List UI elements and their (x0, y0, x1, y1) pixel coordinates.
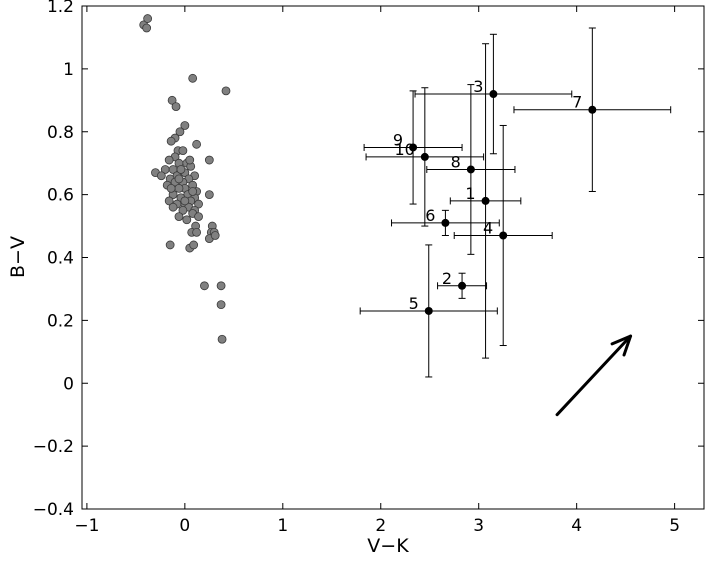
background-star-point (180, 121, 190, 130)
background-star-point (192, 227, 202, 237)
background-star-point (176, 165, 186, 174)
labeled-star-point (588, 105, 597, 114)
y-tick-label: 0.8 (47, 123, 74, 143)
y-tick-label: 0 (63, 374, 74, 394)
star-number-label: 10 (394, 140, 414, 159)
background-star-point (178, 205, 188, 215)
background-star-point (164, 155, 174, 165)
labeled-star-point (424, 306, 433, 315)
background-star-point (174, 183, 184, 193)
labeled-star-point (466, 165, 475, 174)
star-number-label: 8 (451, 152, 461, 171)
background-star-point (200, 281, 209, 291)
background-star-point (221, 86, 231, 96)
background-stars (139, 14, 231, 344)
star-number-label: 2 (442, 269, 452, 288)
background-star-point (168, 202, 178, 212)
x-tick-label: 0 (179, 516, 190, 536)
star-number-label: 9 (393, 130, 403, 149)
arrow-head (610, 334, 633, 357)
y-tick-label: −0.2 (33, 437, 74, 457)
background-star-point (178, 146, 188, 156)
background-star-point (188, 187, 198, 196)
background-star-point (171, 102, 181, 111)
background-star-point (174, 212, 184, 222)
labeled-star-point (489, 90, 498, 99)
background-star-point (165, 240, 175, 250)
x-tick-label: 3 (473, 516, 484, 536)
star-number-label: 5 (409, 294, 419, 313)
background-star-point (210, 231, 220, 240)
background-star-point (143, 14, 153, 23)
background-star-point (142, 23, 152, 33)
background-star-point (182, 215, 192, 225)
axis-ticks: −1 0 1 2 3 4 5 −0.4 −0.2 0 0.2 0.4 0.6 0.8 1 1.2 (33, 0, 704, 536)
y-tick-label: 0.6 (47, 186, 74, 206)
y-tick-label: 1 (63, 60, 74, 80)
background-star-point (185, 155, 195, 165)
star-number-label: 7 (572, 93, 582, 112)
background-star-point (216, 281, 226, 291)
background-star-point (189, 240, 199, 250)
background-star-point (166, 136, 176, 146)
reddening-arrow (555, 334, 633, 417)
labeled-star-point (409, 143, 418, 152)
background-star-point (204, 155, 214, 165)
y-tick-label: 1.2 (47, 0, 74, 17)
labeled-star-point (441, 218, 450, 227)
background-star-point (156, 171, 166, 181)
labeled-star-point (420, 152, 429, 161)
plot-frame (81, 5, 705, 510)
background-star-point (180, 196, 190, 206)
background-star-point (167, 95, 177, 105)
labeled-star-point (458, 281, 467, 290)
x-tick-label: 5 (669, 516, 680, 536)
y-tick-label: 0.4 (47, 249, 74, 269)
background-star-point (217, 334, 227, 344)
labeled-star-point (481, 196, 490, 205)
star-number-label: 3 (473, 77, 483, 96)
star-number-label: 6 (425, 206, 435, 225)
labeled-stars: 1 2 3 4 5 6 7 8 910 (393, 77, 597, 315)
x-tick-label: −1 (74, 516, 99, 536)
background-star-point (194, 212, 203, 222)
labeled-star-point (499, 231, 508, 240)
background-star-point (166, 183, 176, 193)
background-star-point (194, 199, 203, 209)
background-star-point (188, 73, 198, 83)
background-star-point (174, 174, 184, 184)
x-tick-label: 4 (571, 516, 582, 536)
x-axis-label: V−K (367, 535, 409, 557)
arrow-shaft (555, 334, 633, 417)
background-star-point (192, 139, 202, 149)
background-star-point (175, 127, 185, 137)
y-tick-label: −0.4 (33, 500, 74, 520)
background-star-point (204, 190, 214, 200)
star-number-label: 4 (483, 218, 493, 237)
x-tick-label: 1 (277, 516, 288, 536)
y-tick-label: 0.2 (47, 311, 74, 331)
y-axis-label: B−V (7, 236, 29, 278)
star-number-label: 1 (465, 184, 475, 203)
x-tick-label: 2 (375, 516, 386, 536)
background-star-point (164, 196, 174, 206)
background-star-point (216, 300, 226, 310)
